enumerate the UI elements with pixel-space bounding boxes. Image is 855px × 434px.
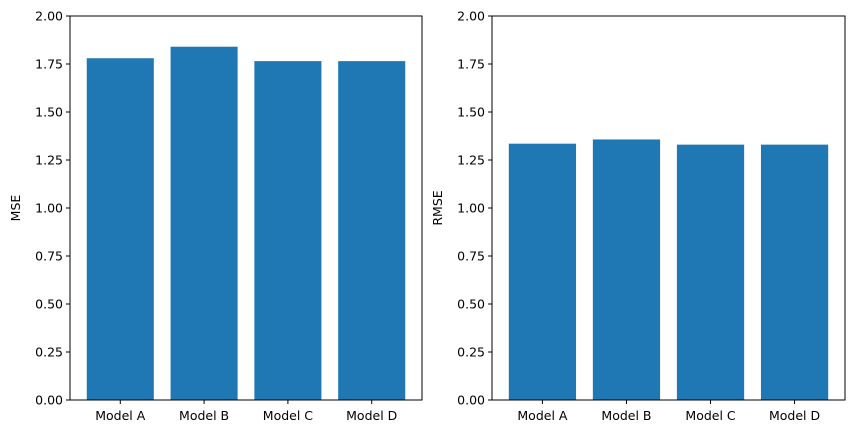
y-tick-label: 0.25 (457, 345, 485, 360)
y-tick-label: 1.50 (35, 105, 63, 120)
bar-model-a (86, 58, 154, 401)
x-tick-label: Model A (517, 408, 568, 423)
y-tick-label: 0.50 (457, 297, 485, 312)
bar-model-b (170, 46, 238, 400)
subplot-mse: 0.00 0.25 0.50 0.75 1.00 1.25 1.50 1.75 2.00 Mode… (8, 9, 423, 423)
y-tick-label: 2.00 (457, 9, 485, 24)
x-tick-label: Model B (601, 408, 651, 423)
y-tick-label: 0.75 (35, 249, 63, 264)
bar-model-c (254, 61, 322, 401)
y-tick-label: 0.75 (457, 249, 485, 264)
x-tick-label: Model D (769, 408, 820, 423)
x-tick-label: Model C (685, 408, 736, 423)
y-tick-label: 0.25 (35, 345, 63, 360)
x-tick-label: Model D (346, 408, 397, 423)
subplot-rmse: 0.00 0.25 0.50 0.75 1.00 1.25 1.50 1.75 2.00 Mode… (430, 9, 846, 423)
y-axis-label: RMSE (430, 190, 445, 225)
y-tick-label: 1.25 (457, 153, 485, 168)
y-tick-label: 1.25 (35, 153, 63, 168)
y-tick-label: 0.00 (457, 393, 485, 408)
x-tick-label: Model A (95, 408, 146, 423)
bar-model-a (508, 143, 577, 400)
y-tick-label: 2.00 (35, 9, 63, 24)
y-tick-label: 1.00 (457, 201, 485, 216)
bar-model-d (338, 61, 406, 401)
bar-model-c (676, 144, 745, 400)
x-tick-label: Model B (179, 408, 229, 423)
y-tick-label: 1.00 (35, 201, 63, 216)
y-tick-label: 1.50 (457, 105, 485, 120)
y-axis-label: MSE (8, 195, 23, 222)
y-tick-label: 0.00 (35, 393, 63, 408)
bar-model-d (760, 144, 829, 400)
x-tick-label: Model C (263, 408, 314, 423)
y-tick-label: 1.75 (35, 57, 63, 72)
y-tick-label: 0.50 (35, 297, 63, 312)
bar-model-b (592, 139, 661, 400)
y-tick-label: 1.75 (457, 57, 485, 72)
